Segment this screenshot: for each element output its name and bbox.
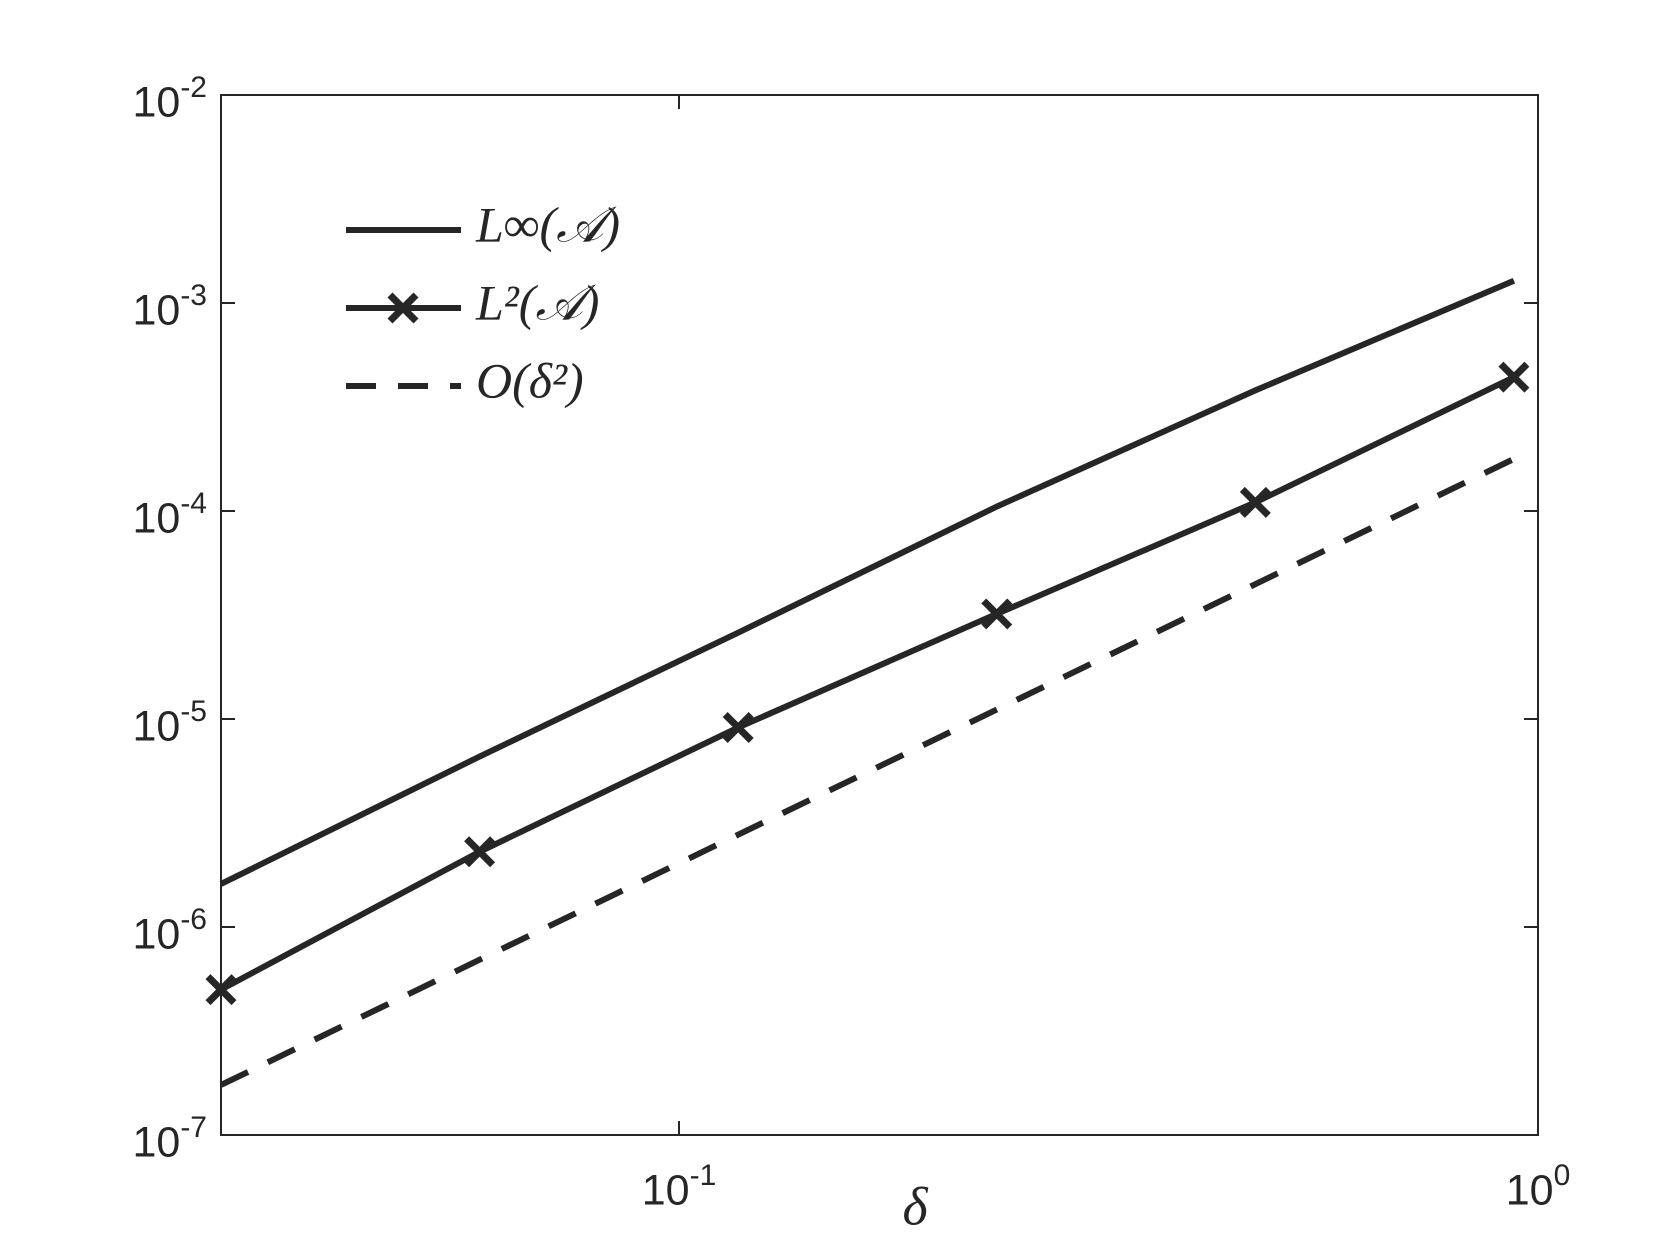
marker <box>981 598 1013 630</box>
legend-marker <box>387 292 419 324</box>
legend-label: L²(𝒜) <box>475 274 599 330</box>
y-tick-label: 10-3 <box>132 279 207 334</box>
y-tick-label: 10-6 <box>132 903 207 958</box>
marker <box>1498 361 1530 393</box>
y-tick-label: 10-7 <box>132 1111 207 1166</box>
x-axis-label: δ <box>902 1176 928 1236</box>
series-line <box>219 456 1516 1088</box>
marker <box>722 712 754 743</box>
series-line <box>219 277 1516 887</box>
y-tick-label: 10-5 <box>132 695 207 750</box>
legend-label: O(δ²) <box>476 352 584 408</box>
marker <box>1239 486 1271 518</box>
y-tick-label: 10-4 <box>132 487 207 542</box>
marker <box>205 974 237 1006</box>
marker <box>464 836 496 868</box>
x-tick-label: 100 <box>1506 1159 1571 1214</box>
plot-frame <box>220 94 1539 1136</box>
x-tick-label: 10-1 <box>642 1159 717 1214</box>
legend-label: L∞(𝒜) <box>475 196 620 252</box>
y-tick-label: 10-2 <box>132 71 207 126</box>
series-line <box>219 374 1516 993</box>
